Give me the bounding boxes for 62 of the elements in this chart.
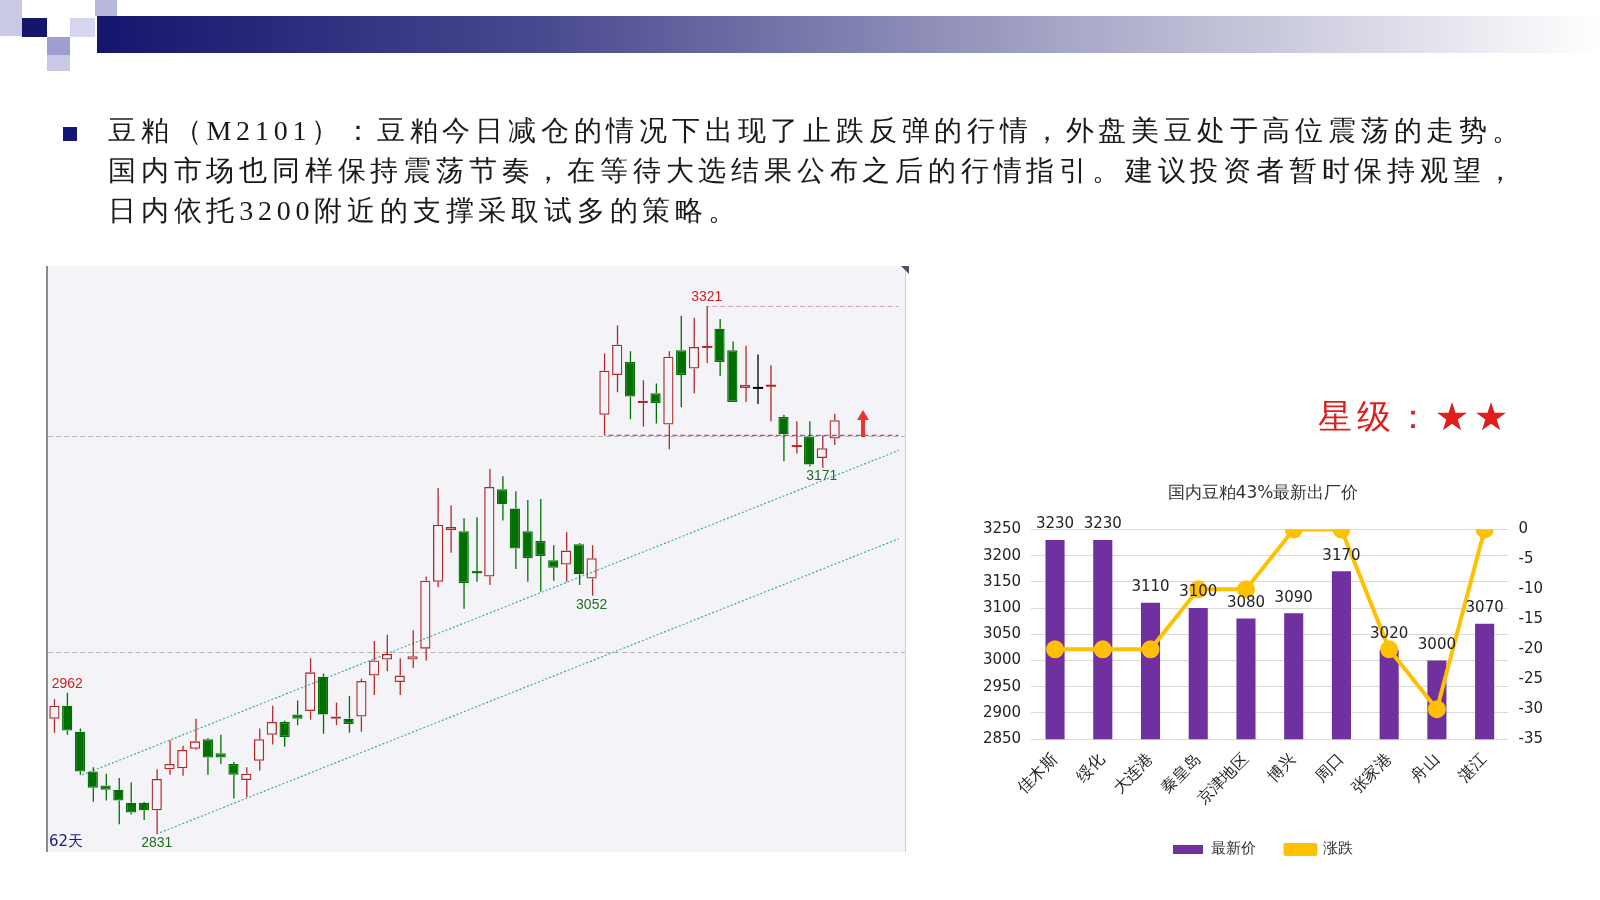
annotation: 3321 [691,287,723,304]
data-label: 3070 [1465,598,1504,617]
data-label: 3080 [1226,592,1266,611]
y2-tick-label: -10 [1518,579,1543,598]
candlestick [509,490,520,570]
y-tick-label: 3150 [982,571,1022,590]
legend-label: 最新价 [1210,839,1256,858]
candlestick [343,695,354,734]
candlestick [126,781,137,816]
y-tick-label: 2850 [982,729,1022,748]
x-tick-label: 博兴 [1263,749,1300,786]
candlestick [650,382,661,425]
annotation: 3171 [806,467,838,484]
candlestick [548,544,559,582]
y2-tick-label: -15 [1518,609,1543,628]
candlestick [522,499,533,583]
candlestick [202,739,213,776]
y-tick-label: 3200 [982,545,1022,564]
annotation: 62天 [49,832,83,851]
data-label: 3090 [1274,587,1313,606]
y-tick-label: 3250 [982,519,1022,538]
text: 星级：★★ [1318,397,1513,437]
candlestick [727,340,738,402]
candlestick [778,414,789,462]
data-label: 3230 [1083,514,1122,533]
annotation: 2831 [141,833,173,850]
candlestick [113,777,124,825]
y2-tick-label: 0 [1518,519,1529,538]
annotation: 2962 [51,674,83,691]
y-tick-label: 3050 [982,624,1022,643]
candlestick [215,734,226,765]
x-tick-label: 绥化 [1072,749,1109,786]
candlestick [228,761,239,800]
x-tick-label: 张家港 [1347,749,1395,797]
y2-tick-label: -35 [1518,729,1543,748]
candlestick [624,350,636,420]
data-label: 3110 [1131,577,1170,596]
annotation: 3052 [576,595,608,612]
candlestick [100,773,111,802]
y-tick-label: 2900 [982,702,1022,721]
x-tick-label: 佳木斯 [1013,749,1061,797]
candlestick [714,318,725,377]
candlestick [317,672,329,735]
candlestick [790,420,803,455]
candlestick [458,517,469,610]
x-tick-label: 湛江 [1454,749,1491,786]
y-tick-label: 2950 [982,676,1022,695]
y2-tick-label: -25 [1518,669,1543,688]
y2-tick-label: -5 [1518,549,1534,568]
y-tick-label: 3100 [982,597,1022,616]
x-tick-label: 舟山 [1406,749,1443,786]
legend-label: 涨跌 [1323,839,1353,858]
candlestick [676,315,687,408]
chart-title: 国内豆粕43%最新出厂价 [1167,481,1359,502]
y-tick-label: 3000 [982,650,1022,669]
chart-title: 豆粕（M2101）：豆粕今日减仓的情况下出现了止跌反弹的行情，外盘美豆处于高位震荡的走势。国内市场也同样保持震荡节奏，在等待大选结果公布之后的行情指引。建议投资者暂时保持观望，日内依托3200附近的支撑采取试多的策略。 [108,114,1526,228]
y2-tick-label: -30 [1518,699,1543,718]
y2-tick-label: -20 [1518,639,1543,658]
candlestick [701,305,714,364]
x-tick-label: 周口 [1311,749,1348,786]
data-label: 3230 [1035,514,1075,533]
x-tick-label: 大连港 [1108,749,1157,797]
